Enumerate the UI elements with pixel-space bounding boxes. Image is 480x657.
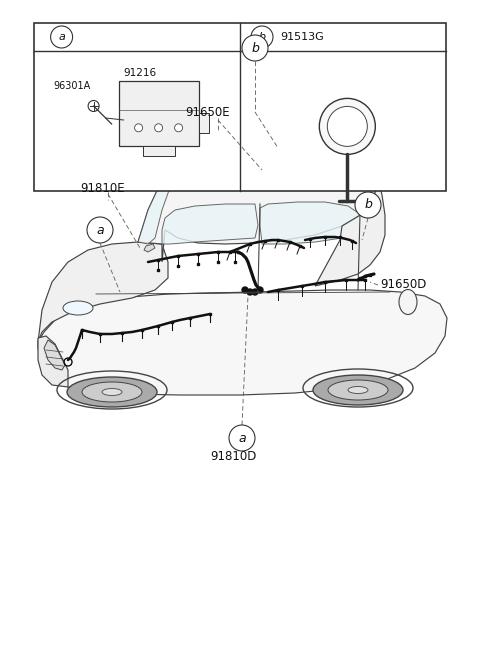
Polygon shape <box>138 162 180 244</box>
Polygon shape <box>38 242 168 342</box>
Text: a: a <box>96 223 104 237</box>
Ellipse shape <box>328 380 388 400</box>
Polygon shape <box>138 112 378 262</box>
Ellipse shape <box>67 377 157 407</box>
Text: 96301A: 96301A <box>54 81 91 91</box>
Circle shape <box>134 124 143 132</box>
Text: 91513G: 91513G <box>280 32 324 42</box>
Circle shape <box>247 289 253 295</box>
Ellipse shape <box>399 290 417 315</box>
Circle shape <box>355 192 381 218</box>
Text: b: b <box>251 41 259 55</box>
Text: b: b <box>364 198 372 212</box>
Ellipse shape <box>102 388 122 396</box>
Text: 91810E: 91810E <box>80 181 125 194</box>
Circle shape <box>50 26 72 48</box>
Ellipse shape <box>63 301 93 315</box>
Circle shape <box>327 106 367 147</box>
Text: a: a <box>58 32 65 42</box>
Ellipse shape <box>313 375 403 405</box>
Circle shape <box>229 425 255 451</box>
Polygon shape <box>350 150 378 224</box>
Text: b: b <box>258 32 265 42</box>
Polygon shape <box>162 204 258 244</box>
Text: 91216: 91216 <box>124 68 157 78</box>
Polygon shape <box>260 202 360 244</box>
Text: 91650E: 91650E <box>185 106 229 118</box>
Bar <box>143 146 175 156</box>
Circle shape <box>242 35 268 61</box>
Polygon shape <box>362 192 375 220</box>
Polygon shape <box>44 340 65 370</box>
Circle shape <box>155 124 163 132</box>
Bar <box>119 81 199 146</box>
Circle shape <box>88 101 99 112</box>
Circle shape <box>242 287 248 293</box>
Polygon shape <box>144 244 155 252</box>
Circle shape <box>175 124 182 132</box>
Text: a: a <box>238 432 246 445</box>
Circle shape <box>87 217 113 243</box>
Circle shape <box>252 289 258 295</box>
Circle shape <box>319 99 375 154</box>
Text: 91650D: 91650D <box>380 279 426 292</box>
Text: 91810D: 91810D <box>210 449 256 463</box>
Ellipse shape <box>82 382 142 402</box>
Polygon shape <box>38 336 68 387</box>
Ellipse shape <box>348 386 368 394</box>
Circle shape <box>257 287 263 293</box>
Polygon shape <box>315 178 385 286</box>
Bar <box>199 114 209 133</box>
Circle shape <box>251 26 273 48</box>
Bar <box>34 23 446 191</box>
Polygon shape <box>38 290 447 395</box>
